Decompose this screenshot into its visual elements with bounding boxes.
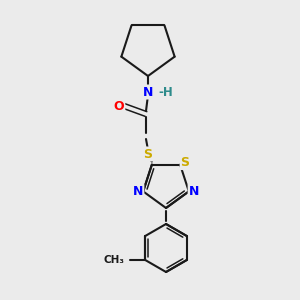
Text: N: N	[189, 185, 199, 198]
Text: S: S	[143, 148, 152, 160]
Text: O: O	[114, 100, 124, 112]
Text: N: N	[143, 85, 153, 98]
Text: CH₃: CH₃	[103, 255, 124, 265]
Text: N: N	[133, 185, 143, 198]
Text: S: S	[181, 156, 190, 169]
Text: -H: -H	[158, 85, 173, 98]
